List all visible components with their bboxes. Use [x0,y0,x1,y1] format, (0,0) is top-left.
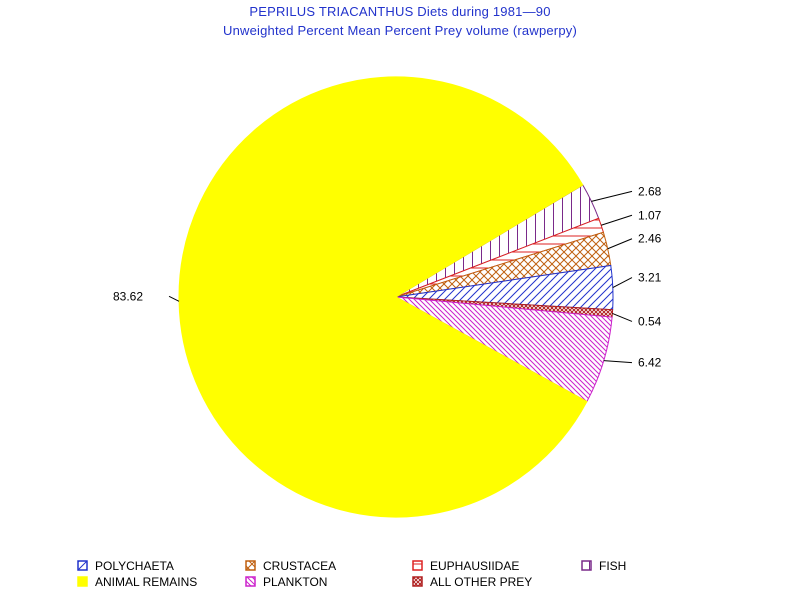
legend-swatch-animal-remains [77,576,88,587]
slice-label-polychaeta: 3.21 [638,271,662,285]
legend-label-all-other-prey: ALL OTHER PREY [430,575,532,589]
slice-label-plankton: 6.42 [638,356,662,370]
slice-label-fish: 2.68 [638,184,662,198]
legend-label-crustacea: CRUSTACEA [263,559,336,573]
legend-swatch-crustacea [245,560,256,571]
leader-line-plankton [603,360,633,364]
leader-line-crustacea [607,238,633,250]
legend-swatch-polychaeta [77,560,88,571]
leader-line-euphausiidae [600,214,633,226]
legend-label-fish: FISH [599,559,626,573]
legend-swatch-fish [581,560,592,571]
legend-label-euphausiidae: EUPHAUSIIDAE [430,559,519,573]
legend-swatch-plankton [245,576,256,587]
slice-label-all-other-prey: 0.54 [638,314,662,328]
leader-line-fish [591,190,633,202]
chart-title: PEPRILUS TRIACANTHUS Diets during 1981—9… [249,4,551,19]
slice-label-crustacea: 2.46 [638,232,662,246]
slice-label-animal-remains: 83.62 [113,289,143,303]
legend-label-polychaeta: POLYCHAETA [95,559,174,573]
legend-swatch-euphausiidae [412,560,423,571]
slice-label-euphausiidae: 1.07 [638,208,662,222]
legend-label-plankton: PLANKTON [263,575,327,589]
leader-line-polychaeta [612,277,633,288]
legend-label-animal-remains: ANIMAL REMAINS [95,575,197,589]
leader-line-animal-remains [168,295,180,302]
leader-line-all-other-prey [612,312,633,322]
chart-subtitle: Unweighted Percent Mean Percent Prey vol… [222,23,577,38]
legend-swatch-all-other-prey [412,576,423,587]
